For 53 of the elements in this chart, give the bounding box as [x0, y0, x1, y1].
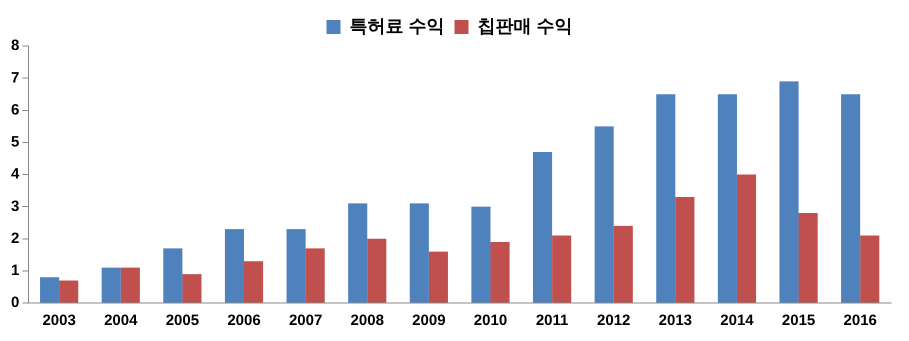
- bar: [552, 236, 572, 302]
- bar: [798, 213, 818, 302]
- bar: [860, 236, 880, 302]
- legend-label: 특허료 수익: [350, 16, 445, 36]
- x-tick-label: 2004: [104, 312, 138, 330]
- y-tick-label: 2: [11, 230, 20, 247]
- bar: [675, 196, 694, 302]
- bar: [410, 203, 429, 302]
- bar: [59, 280, 78, 302]
- x-tick-label: 2013: [658, 312, 692, 330]
- bar: [718, 94, 737, 302]
- bar: [102, 268, 121, 302]
- y-tick-label: 5: [11, 134, 20, 151]
- x-tick-label: 2009: [412, 312, 446, 330]
- bar: [182, 274, 202, 302]
- bar: [532, 152, 552, 302]
- y-tick-label: 7: [11, 69, 20, 86]
- legend-label: 칩판매 수익: [478, 16, 573, 36]
- bar: [614, 226, 633, 302]
- x-tick-label: 2003: [42, 312, 76, 330]
- bar: [490, 242, 510, 302]
- x-tick-label: 2011: [536, 312, 568, 330]
- bar: [428, 252, 448, 302]
- x-tick-label: 2010: [474, 312, 508, 330]
- x-tick-label: 2007: [288, 312, 322, 330]
- bar: [841, 94, 860, 302]
- bar: [367, 238, 386, 302]
- bar: [244, 261, 264, 302]
- x-tick-label: 2015: [782, 312, 816, 330]
- bar: [736, 174, 756, 302]
- x-tick-label: 2005: [166, 312, 200, 330]
- bar: [306, 248, 325, 302]
- bar: [40, 277, 60, 302]
- bar: [656, 94, 676, 302]
- bar: [224, 229, 244, 302]
- bar: [594, 126, 614, 302]
- bar: [348, 203, 368, 302]
- y-tick-label: 1: [11, 262, 20, 280]
- bar: [471, 206, 490, 302]
- bar: [286, 229, 306, 302]
- x-tick-label: 2008: [350, 312, 384, 330]
- y-tick-label: 6: [11, 101, 20, 118]
- bar: [120, 268, 140, 302]
- y-tick-label: 0: [11, 294, 20, 312]
- x-tick-label: 2006: [227, 312, 261, 330]
- y-tick-label: 4: [11, 166, 20, 183]
- y-tick-label: 8: [11, 37, 20, 54]
- bar: [163, 248, 182, 302]
- x-tick-label: 2016: [844, 312, 877, 330]
- x-tick-label: 2014: [720, 312, 754, 330]
- y-tick-label: 3: [11, 198, 20, 215]
- x-tick-label: 2012: [597, 312, 630, 330]
- bar: [779, 81, 799, 302]
